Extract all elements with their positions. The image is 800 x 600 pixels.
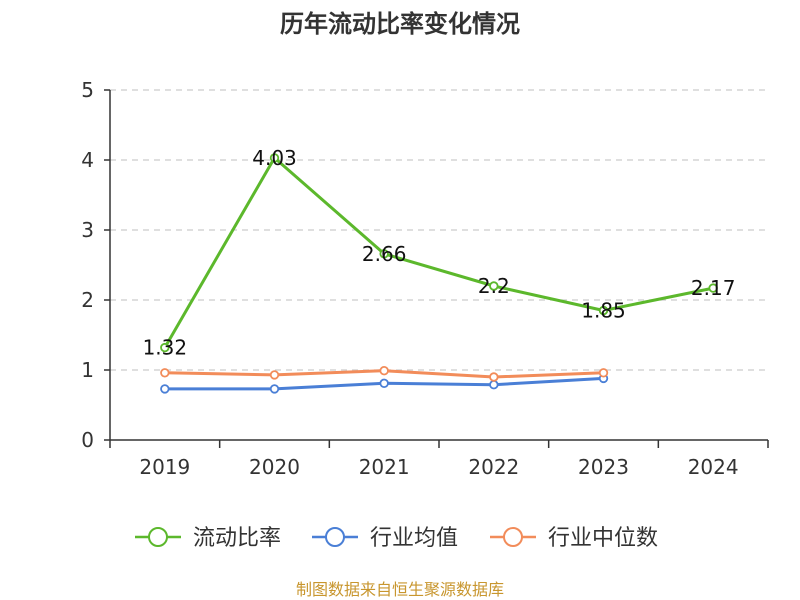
y-tick-label: 2: [81, 288, 94, 312]
legend-label: 行业均值: [370, 526, 458, 551]
data-point: [379, 366, 389, 376]
series-group: [160, 153, 718, 394]
legend-marker: [503, 527, 523, 547]
data-point: [489, 380, 499, 390]
legend-marker: [148, 527, 168, 547]
data-point: [269, 384, 280, 394]
x-tick-label: 2019: [139, 455, 190, 479]
data-point: [269, 370, 280, 380]
x-tick-label: 2024: [688, 455, 739, 479]
y-tick-label: 1: [81, 358, 94, 382]
source-note: 制图数据来自恒生聚源数据库: [296, 580, 504, 599]
legend-marker: [325, 527, 345, 547]
data-point: [160, 368, 170, 378]
chart-title: 历年流动比率变化情况: [280, 10, 520, 38]
data-point: [379, 249, 389, 259]
data-label: 1.32: [143, 336, 188, 360]
data-labels: 1.32 4.03 2.66 2.2 1.85 2.17: [143, 146, 736, 360]
x-tick-label: 2020: [249, 455, 300, 479]
y-tick-label: 0: [81, 428, 94, 452]
data-label: 2.66: [362, 242, 407, 266]
x-tick-label: 2021: [359, 455, 410, 479]
data-point: [489, 281, 499, 291]
series-line-0: [163, 156, 714, 349]
data-point: [269, 153, 280, 163]
x-tick-label: 2023: [578, 455, 629, 479]
data-point: [598, 368, 609, 378]
legend: 流动比率 行业均值 行业中位数: [135, 526, 658, 551]
axes: 0 1 2 3 4 5 2019 2020 2021 2022 2023 2024: [81, 78, 769, 479]
data-point: [598, 305, 609, 316]
y-tick-label: 3: [81, 218, 94, 242]
legend-label: 行业中位数: [548, 526, 658, 551]
legend-label: 流动比率: [193, 526, 281, 551]
data-point: [708, 283, 718, 293]
x-tick-label: 2022: [468, 455, 519, 479]
data-point: [160, 384, 170, 394]
data-point: [489, 372, 499, 382]
data-label: 2.17: [691, 276, 736, 300]
data-label: 1.85: [581, 299, 626, 323]
data-label: 4.03: [252, 146, 297, 170]
data-point: [379, 378, 389, 388]
data-point: [160, 342, 170, 353]
y-tick-label: 5: [81, 78, 94, 102]
data-label: 2.2: [478, 274, 510, 298]
y-tick-label: 4: [81, 148, 94, 172]
grid-lines: [110, 89, 768, 371]
